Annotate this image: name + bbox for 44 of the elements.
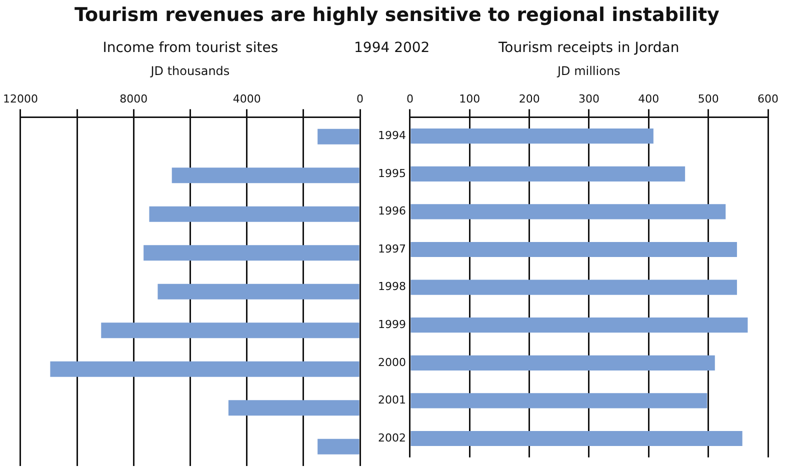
bar [50,361,360,377]
y-tick-label: 1998 [378,280,406,294]
chart-title: Tourism revenues are highly sensitive to regional instability [74,4,720,26]
y-tick-label: 1997 [378,242,406,256]
bar [144,245,360,261]
chart-subtitle: Income from tourist sites [102,40,278,56]
y-axis-title: 1994 2002 [354,40,430,56]
bar [410,128,654,144]
x-tick-label: 100 [459,92,480,106]
y-tick-label: 1994 [378,128,406,142]
x-tick-label: 0 [406,92,414,106]
bar [149,206,360,222]
bar [158,284,360,300]
x-tick-label: 600 [758,92,778,106]
x-axis-title: JD thousands [150,64,230,78]
x-tick-label: 500 [698,92,719,106]
bar [410,280,737,295]
bar [410,166,686,182]
bar [410,430,742,446]
bar [318,128,360,144]
bar [101,322,360,338]
bar [410,242,737,258]
bar [172,168,360,184]
x-tick-label: 4000 [232,92,261,106]
y-tick-label: 2001 [378,394,406,407]
bar [410,393,708,408]
y-tick-label: 2002 [378,431,406,444]
bar [410,318,748,333]
x-tick-label: 400 [638,92,660,106]
y-tick-label: 2000 [378,356,406,369]
bar [228,400,360,416]
x-tick-label: 300 [578,92,600,106]
x-tick-label: 200 [518,92,540,106]
y-tick-label: 1996 [378,204,406,218]
y-tick-label: 1995 [378,166,406,180]
x-tick-label: 12000 [2,92,38,106]
y-tick-label: 1999 [378,318,406,331]
bar [318,438,360,454]
bar [410,355,715,370]
x-axis-title: JD millions [557,64,620,78]
x-tick-label: 8000 [120,92,148,106]
x-tick-label: 0 [356,92,364,106]
bar [410,204,726,220]
chart-subtitle: Tourism receipts in Jordan [498,40,680,56]
